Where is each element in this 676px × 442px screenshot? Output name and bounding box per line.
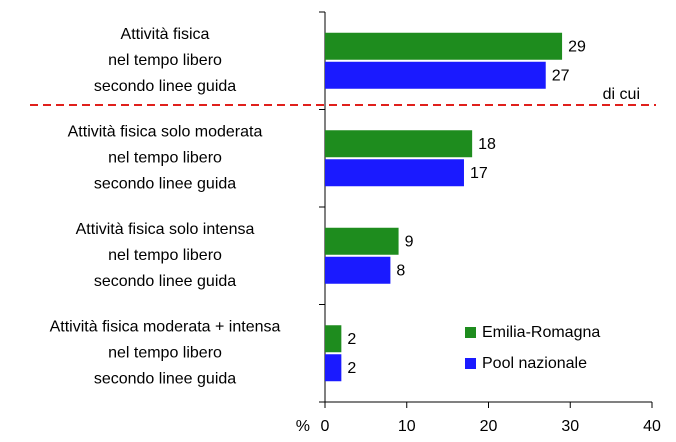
category-label: Attività fisica moderata + intensa nel te…: [50, 318, 281, 387]
value-label: 2: [347, 331, 356, 348]
bar: [325, 130, 473, 158]
value-label: 8: [396, 262, 405, 279]
x-tick-label: 40: [643, 418, 661, 435]
bar: [325, 32, 563, 60]
legend-swatch: [465, 327, 476, 338]
x-tick-label: 20: [480, 418, 498, 435]
value-label: 29: [568, 38, 586, 55]
value-label: 27: [552, 67, 570, 84]
x-tick-label: 30: [561, 418, 579, 435]
legend-label: Emilia-Romagna: [482, 324, 600, 341]
legend-swatch: [465, 358, 476, 369]
value-label: 18: [478, 136, 496, 153]
x-tick-label: 10: [398, 418, 416, 435]
category-label: Attività fisica nel tempo libero secondo l…: [94, 26, 236, 95]
bar: [325, 354, 342, 382]
value-label: 2: [347, 360, 356, 377]
value-label: 17: [470, 165, 488, 182]
legend-label: Pool nazionale: [482, 355, 587, 372]
bar: [325, 256, 391, 284]
annotation: di cui: [603, 86, 640, 103]
bar: [325, 227, 399, 255]
value-label: 9: [405, 233, 414, 250]
bar: [325, 61, 546, 89]
bar: [325, 159, 464, 187]
x-tick-label: 0: [321, 418, 330, 435]
category-label: Attività fisica solo intensa nel tempo li…: [76, 221, 255, 290]
bar: [325, 325, 342, 353]
category-label: Attività fisica solo moderata nel tempo l…: [68, 123, 263, 192]
x-axis-label: %: [296, 418, 310, 435]
